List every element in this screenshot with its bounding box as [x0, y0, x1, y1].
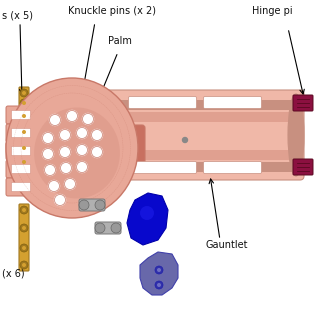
Circle shape	[50, 115, 60, 125]
Circle shape	[182, 138, 188, 142]
Circle shape	[22, 208, 26, 212]
Circle shape	[95, 200, 105, 210]
Circle shape	[95, 223, 105, 233]
Circle shape	[155, 266, 163, 274]
Circle shape	[111, 223, 121, 233]
Circle shape	[76, 145, 87, 156]
Bar	[114, 162, 294, 172]
Circle shape	[20, 89, 28, 97]
Circle shape	[22, 146, 26, 150]
Circle shape	[76, 127, 87, 139]
Ellipse shape	[34, 108, 120, 198]
FancyBboxPatch shape	[6, 178, 38, 196]
Circle shape	[20, 112, 28, 120]
Circle shape	[76, 162, 87, 172]
Circle shape	[22, 263, 26, 267]
FancyBboxPatch shape	[12, 147, 30, 156]
Circle shape	[54, 195, 66, 205]
Ellipse shape	[288, 94, 304, 176]
FancyBboxPatch shape	[12, 129, 30, 138]
FancyBboxPatch shape	[19, 204, 29, 271]
Circle shape	[20, 244, 28, 252]
Circle shape	[22, 91, 26, 95]
Circle shape	[157, 283, 161, 287]
Circle shape	[20, 128, 28, 136]
Circle shape	[65, 179, 76, 189]
Circle shape	[60, 130, 70, 140]
Circle shape	[20, 99, 28, 107]
FancyBboxPatch shape	[293, 159, 313, 175]
FancyBboxPatch shape	[293, 95, 313, 111]
Circle shape	[67, 110, 77, 122]
Circle shape	[60, 163, 71, 173]
FancyBboxPatch shape	[117, 125, 145, 169]
Circle shape	[22, 160, 26, 164]
FancyBboxPatch shape	[12, 164, 30, 173]
Circle shape	[60, 147, 70, 157]
FancyBboxPatch shape	[79, 199, 105, 211]
Circle shape	[22, 114, 26, 118]
Circle shape	[155, 281, 163, 289]
Text: Palm: Palm	[108, 36, 132, 46]
Bar	[114, 112, 294, 122]
FancyBboxPatch shape	[6, 124, 38, 142]
Circle shape	[43, 132, 53, 143]
Ellipse shape	[104, 94, 120, 176]
Circle shape	[22, 226, 26, 230]
Bar	[114, 100, 294, 110]
FancyBboxPatch shape	[6, 106, 38, 124]
Text: (x 6): (x 6)	[2, 268, 25, 278]
Text: s (x 5): s (x 5)	[2, 10, 33, 20]
FancyBboxPatch shape	[104, 90, 304, 180]
Polygon shape	[127, 193, 168, 245]
Text: Knuckle pins (x 2): Knuckle pins (x 2)	[68, 6, 156, 16]
FancyBboxPatch shape	[6, 160, 38, 178]
FancyBboxPatch shape	[6, 142, 38, 160]
Circle shape	[49, 180, 60, 191]
Text: Hinge pi: Hinge pi	[252, 6, 292, 16]
Bar	[114, 124, 294, 134]
FancyBboxPatch shape	[204, 162, 261, 173]
Circle shape	[22, 101, 26, 105]
Circle shape	[79, 200, 89, 210]
FancyBboxPatch shape	[129, 97, 196, 108]
Circle shape	[43, 148, 53, 159]
FancyBboxPatch shape	[12, 182, 30, 191]
FancyBboxPatch shape	[19, 87, 29, 177]
Circle shape	[157, 268, 161, 272]
Bar	[114, 138, 294, 148]
Circle shape	[83, 114, 93, 124]
Circle shape	[92, 130, 102, 140]
Circle shape	[20, 206, 28, 214]
Circle shape	[44, 164, 55, 175]
Circle shape	[20, 158, 28, 166]
Circle shape	[20, 261, 28, 269]
Ellipse shape	[6, 78, 138, 218]
FancyBboxPatch shape	[129, 162, 196, 173]
Circle shape	[22, 246, 26, 250]
FancyBboxPatch shape	[204, 97, 261, 108]
Circle shape	[22, 130, 26, 134]
Polygon shape	[140, 252, 178, 295]
Circle shape	[20, 144, 28, 152]
Circle shape	[92, 147, 102, 157]
Circle shape	[20, 224, 28, 232]
Bar	[114, 150, 294, 160]
Text: Gauntlet: Gauntlet	[205, 240, 247, 250]
FancyBboxPatch shape	[95, 222, 121, 234]
Circle shape	[140, 206, 154, 220]
FancyBboxPatch shape	[12, 110, 30, 119]
